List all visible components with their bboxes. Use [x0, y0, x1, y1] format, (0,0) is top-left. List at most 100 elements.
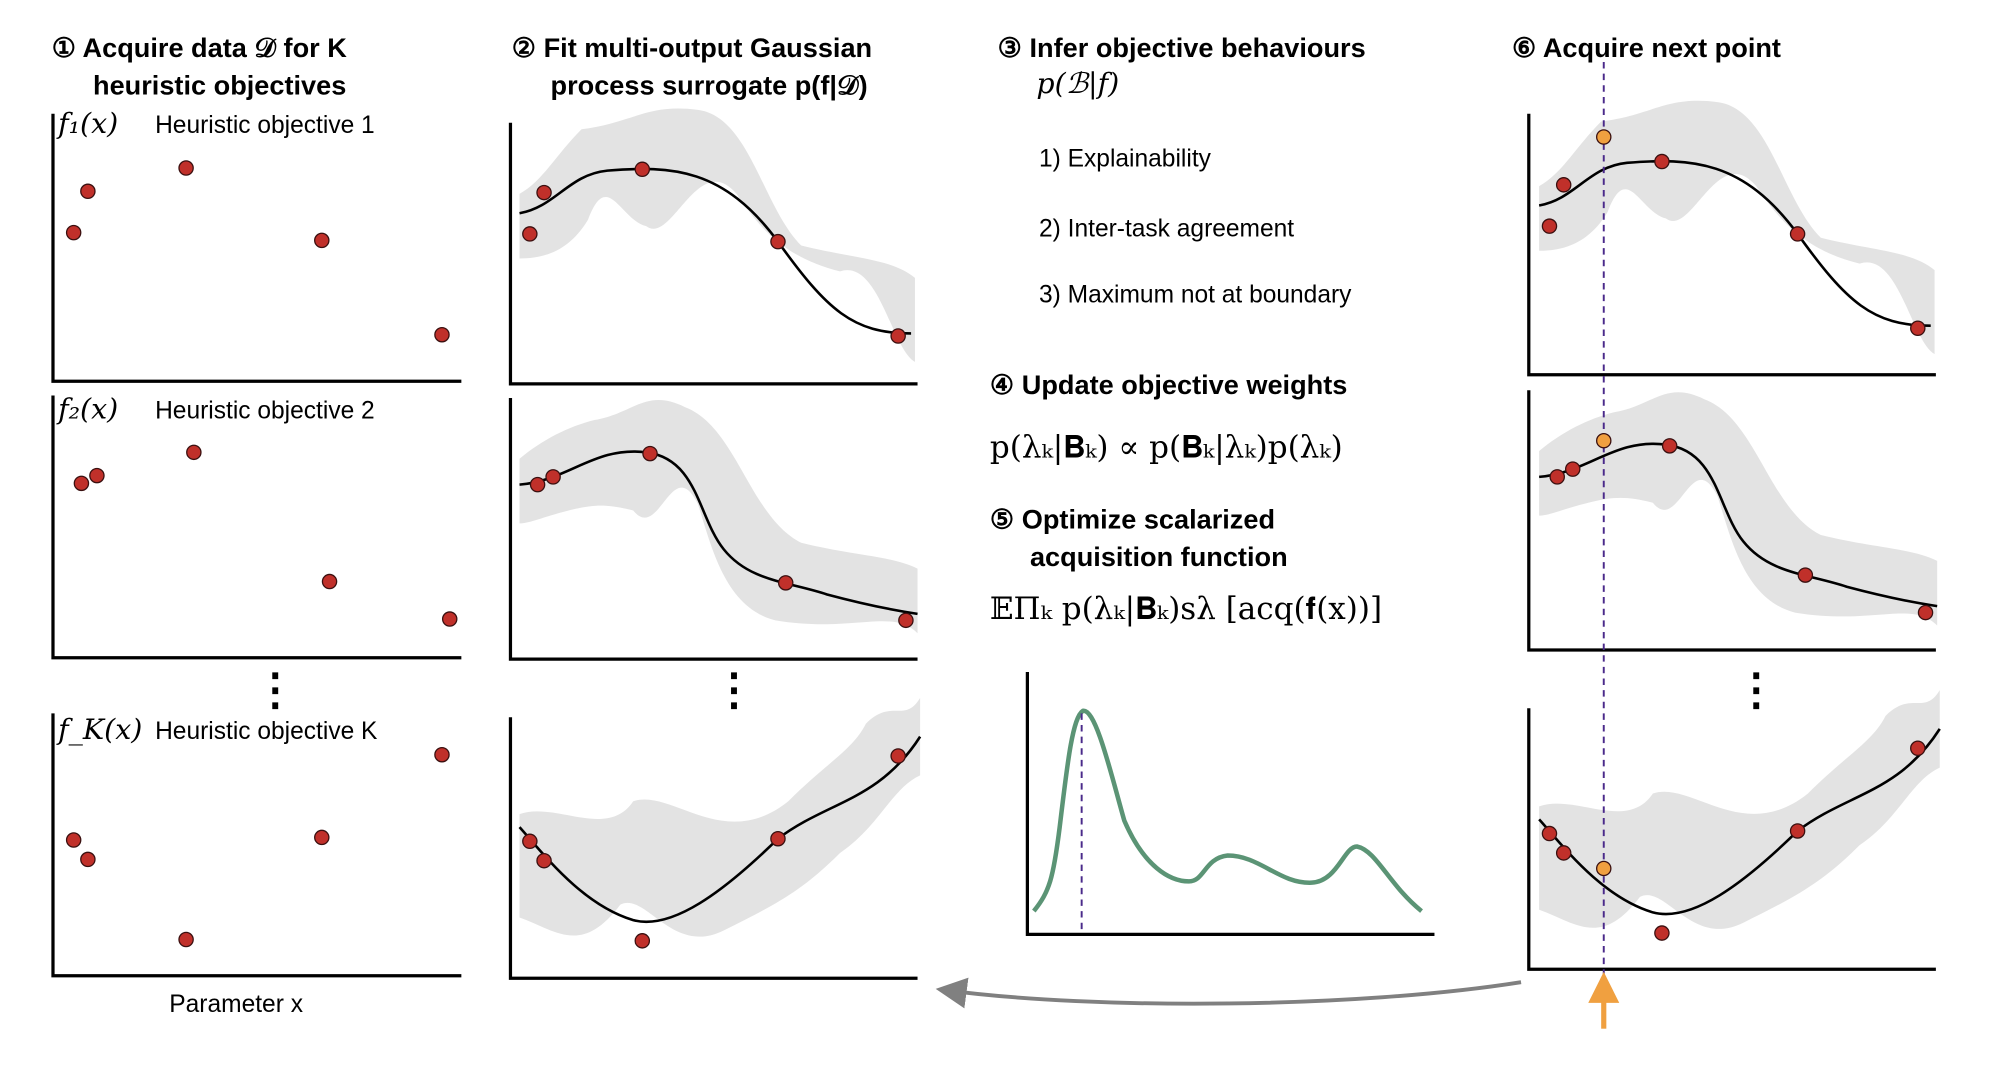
objective-k-function: f_K(x) [56, 713, 142, 746]
step2-column: ② Fit multi-output Gaussian process surr… [508, 32, 922, 980]
posterior-mean [518, 735, 922, 923]
step4-title: ④ Update objective weights [990, 369, 1347, 400]
observation-point [1654, 153, 1670, 170]
gp-panel-k [518, 697, 922, 937]
step2-axes-1 [508, 122, 918, 386]
objective-1-label: Heuristic objective 1 [155, 112, 375, 139]
observation-point [314, 232, 330, 249]
observation-point [770, 830, 786, 847]
observation-point [441, 611, 458, 627]
observation-point [178, 160, 194, 176]
step2-ellipsis: ⋮ [712, 665, 756, 714]
observation-point [65, 832, 82, 848]
observation-point [634, 933, 651, 949]
observation-point [1555, 177, 1572, 193]
observation-point [178, 931, 194, 948]
observation-point [890, 748, 906, 764]
observation-point [80, 851, 96, 868]
posterior-mean [519, 167, 912, 335]
step6-axes-k [1527, 708, 1936, 971]
step3-5-column: ③ Infer objective behaviours p(ℬ|f) 1) E… [990, 32, 1435, 936]
step1-title-line2: heuristic objectives [93, 69, 346, 100]
objective-1-function: f₁(x) [56, 107, 118, 140]
step1-axes-k [51, 713, 462, 978]
step6-column: ⑥ Acquire next point ⋮ [1512, 32, 1942, 1029]
observation-point [89, 467, 105, 484]
step2-axes-2 [508, 398, 918, 661]
observation-point [1917, 604, 1934, 621]
objective-2-function: f₂(x) [56, 393, 118, 426]
observation-point [642, 445, 658, 462]
observation-point [536, 184, 552, 201]
posterior-mean [519, 450, 918, 616]
observation-point [1789, 226, 1806, 242]
step1-axes-1 [51, 113, 462, 383]
acquisition-curve [1032, 708, 1423, 913]
observation-point [1654, 925, 1670, 941]
observation-point [777, 575, 794, 591]
step3-formula: p(ℬ|f) [1036, 67, 1119, 100]
observation-point [529, 476, 546, 493]
observation-point [522, 226, 538, 242]
step1-column: ① Acquire data 𝒟 for K heuristic objecti… [51, 32, 462, 1018]
observation-point [1789, 823, 1806, 839]
uncertainty-band [519, 697, 921, 937]
gp-panel-1 [519, 108, 915, 362]
observation-point [1661, 438, 1678, 454]
acquisition-axes [1025, 672, 1435, 936]
gp-panel-k-updated [1537, 688, 1942, 931]
observation-point [898, 612, 914, 629]
step3-title: ③ Infer objective behaviours [998, 32, 1366, 63]
observation-point [314, 829, 330, 846]
loop-arrow [935, 977, 1522, 1009]
next-point-marker [1596, 129, 1612, 145]
step1-axes-2 [51, 395, 462, 660]
observation-point [1797, 567, 1814, 583]
observation-point [1910, 320, 1926, 337]
gp-panel-2-updated [1537, 390, 1939, 627]
behaviour-3: 3) Maximum not at boundary [1039, 281, 1352, 308]
step2-title-line2: process surrogate p(f|𝒟) [551, 69, 868, 100]
behaviour-2: 2) Inter-task agreement [1039, 216, 1294, 243]
step6-points [1541, 129, 1934, 941]
observation-point [1910, 740, 1926, 757]
objective-k-label: Heuristic objective K [155, 718, 378, 745]
uncertainty-band [519, 108, 915, 362]
behaviour-1: 1) Explainability [1039, 146, 1212, 173]
step5-title: ⑤ Optimize scalarized [990, 504, 1275, 535]
observation-point [186, 444, 202, 461]
step1-ellipsis: ⋮ [253, 665, 297, 714]
observation-point [1541, 218, 1558, 234]
step4-formula: p(λₖ|𝐁ₖ) ∝ p(𝐁ₖ|λₖ)p(λₖ) [990, 429, 1343, 465]
observation-point [73, 475, 90, 492]
step1-title: ① Acquire data 𝒟 for K [52, 32, 348, 63]
step6-ellipsis: ⋮ [1734, 665, 1778, 714]
observation-point [1564, 461, 1581, 477]
observation-point [80, 183, 96, 200]
next-point-marker [1596, 860, 1612, 877]
observation-point [890, 328, 906, 344]
observation-point [321, 573, 338, 590]
uncertainty-band [519, 400, 918, 634]
step1-points [65, 160, 458, 948]
step6-axes-1 [1527, 113, 1936, 377]
observation-point [634, 161, 651, 178]
observation-point [434, 326, 450, 343]
objective-2-label: Heuristic objective 2 [155, 398, 375, 425]
observation-point [770, 233, 786, 250]
observation-point [1549, 469, 1565, 485]
observation-point [536, 852, 552, 869]
next-point-marker [1596, 432, 1612, 449]
step2-points [522, 161, 914, 949]
step2-axes-k [508, 717, 918, 980]
observation-point [434, 746, 450, 763]
observation-point [1555, 845, 1572, 861]
observation-point [545, 469, 561, 485]
step5-title-line2: acquisition function [1030, 541, 1288, 572]
step6-axes-2 [1527, 390, 1936, 652]
observation-point [1541, 825, 1558, 842]
observation-point [65, 224, 82, 241]
step6-title: ⑥ Acquire next point [1512, 32, 1781, 63]
step5-formula: 𝔼Πₖ p(λₖ|𝐁ₖ)sλ [acq(𝐟(x))] [990, 591, 1382, 627]
gp-panel-2 [519, 400, 918, 634]
